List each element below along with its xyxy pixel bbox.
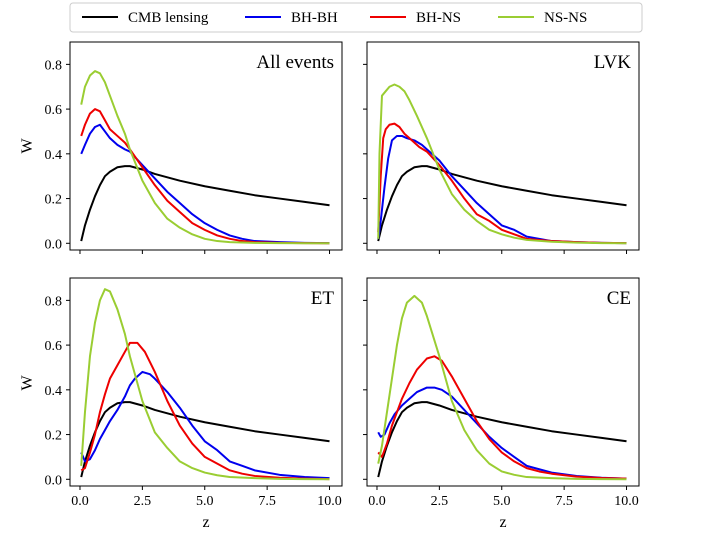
series-line-bh-ns xyxy=(80,108,330,245)
series-line-bh-ns xyxy=(377,355,627,480)
x-tick-label: 10.0 xyxy=(614,494,639,509)
y-tick-label: 0.2 xyxy=(45,193,63,208)
y-axis-label-top: W xyxy=(19,138,36,154)
x-axis-label-left: z xyxy=(202,514,209,531)
x-tick-label: 0.0 xyxy=(71,494,89,509)
panel-series-group xyxy=(377,294,627,481)
panel-frame xyxy=(69,277,343,487)
panel-lvk: LVK xyxy=(363,41,640,254)
panel-frame xyxy=(69,41,343,251)
legend-label-nsns: NS-NS xyxy=(544,10,587,26)
y-axis-label-bottom: W xyxy=(19,375,36,391)
series-line-bh-bh xyxy=(80,370,330,480)
y-tick-label: 0.0 xyxy=(45,473,63,488)
x-tick-label: 5.0 xyxy=(493,494,511,509)
panel-series-group xyxy=(80,70,330,245)
series-line-bh-ns xyxy=(80,341,330,481)
x-tick-label: 2.5 xyxy=(431,494,449,509)
panel-series-group xyxy=(377,83,627,245)
y-tick-label: 0.4 xyxy=(45,384,63,399)
panels: 0.0 0.2 0.4 0.6 0.8 All events LVK 0.0 2.5 5.0 7.5… xyxy=(45,41,640,509)
series-line-ns-ns xyxy=(80,288,330,481)
series-line-bh-bh xyxy=(377,134,627,245)
y-tick-label: 0.0 xyxy=(45,237,63,252)
x-tick-label: 0.0 xyxy=(368,494,386,509)
panel-title: LVK xyxy=(594,52,632,73)
series-line-ns-ns xyxy=(377,83,627,245)
x-tick-label: 2.5 xyxy=(134,494,152,509)
series-line-bh-bh xyxy=(377,386,627,480)
x-axis-label-right: z xyxy=(499,514,506,531)
y-tick-label: 0.2 xyxy=(45,429,63,444)
series-line-cmb-lensing xyxy=(377,401,627,478)
y-tick-label: 0.4 xyxy=(45,148,63,163)
y-tick-label: 0.6 xyxy=(45,103,63,118)
legend: CMB lensing BH-BH BH-NS NS-NS xyxy=(69,2,643,33)
legend-label-bhbh: BH-BH xyxy=(291,10,338,26)
panel-series-group xyxy=(80,288,330,481)
y-tick-label: 0.8 xyxy=(45,58,63,73)
legend-label-bhns: BH-NS xyxy=(416,10,461,26)
series-line-cmb-lensing xyxy=(377,165,627,242)
panel-all-events: 0.0 0.2 0.4 0.6 0.8 All events xyxy=(45,41,343,254)
panel-et: 0.0 2.5 5.0 7.5 10.0 0.0 0.2 0.4 0.6 0.8 ET xyxy=(45,277,343,509)
x-tick-label: 7.5 xyxy=(258,494,276,509)
x-tick-label: 7.5 xyxy=(555,494,573,509)
series-line-cmb-lensing xyxy=(80,165,330,242)
legend-label-cmb: CMB lensing xyxy=(128,10,209,26)
panel-title: CE xyxy=(607,288,631,309)
legend-frame xyxy=(69,2,643,33)
panel-title: All events xyxy=(256,52,334,73)
series-line-ns-ns xyxy=(80,70,330,245)
panel-ce: 0.0 2.5 5.0 7.5 10.0 CE xyxy=(363,277,640,509)
series-line-cmb-lensing xyxy=(80,401,330,478)
x-tick-label: 10.0 xyxy=(317,494,342,509)
series-line-bh-bh xyxy=(80,123,330,245)
series-line-ns-ns xyxy=(377,294,627,481)
y-tick-label: 0.8 xyxy=(45,294,63,309)
panel-title: ET xyxy=(311,288,335,309)
x-tick-label: 5.0 xyxy=(196,494,214,509)
panel-frame xyxy=(366,277,640,487)
panel-frame xyxy=(366,41,640,251)
y-tick-label: 0.6 xyxy=(45,339,63,354)
